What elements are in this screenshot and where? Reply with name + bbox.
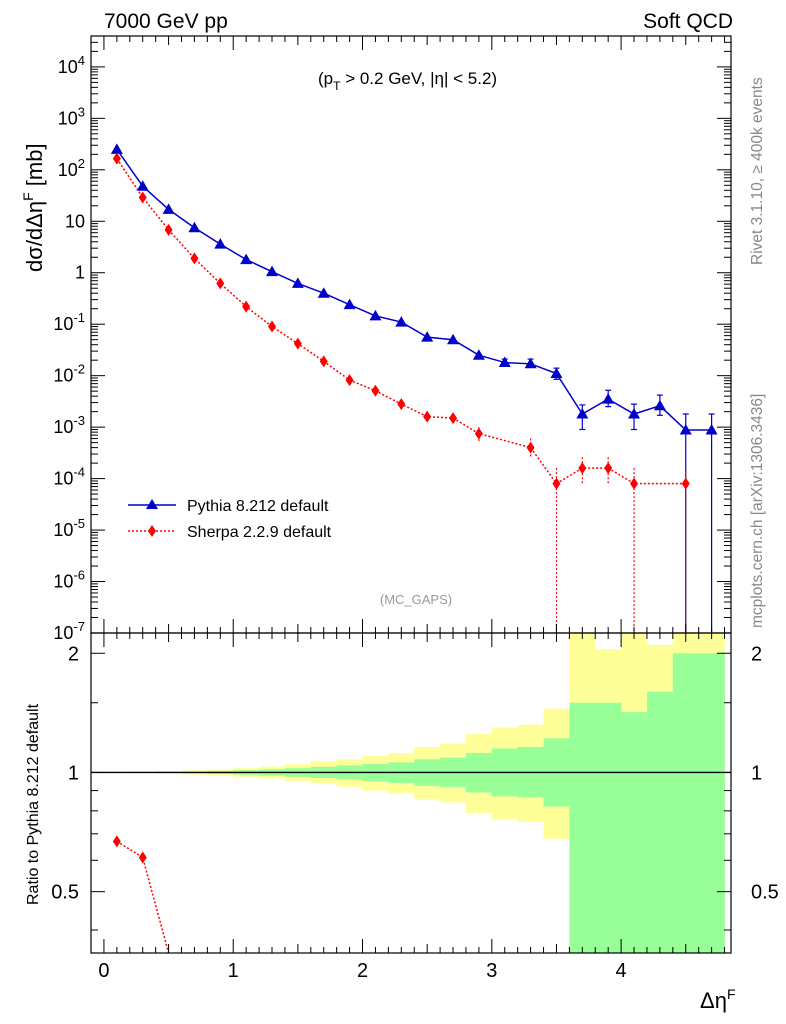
sherpa-point	[242, 300, 251, 313]
sherpa-point	[474, 427, 483, 440]
green-band-bin	[646, 691, 674, 953]
sherpa-point	[526, 441, 535, 454]
legend-pythia-marker	[146, 499, 158, 509]
ratio-y-tick-label-left: 2	[68, 643, 79, 665]
main-y-tick-label: 103	[58, 104, 85, 128]
main-y-tick-label: 10	[65, 211, 85, 231]
sherpa-point	[423, 410, 432, 423]
pythia-point	[317, 287, 330, 298]
ratio-y-tick-label-right: 2	[751, 643, 762, 665]
pythia-point	[524, 357, 537, 369]
main-y-tick-label: 10-6	[53, 568, 85, 592]
pythia-point	[136, 180, 149, 191]
sherpa-point	[138, 191, 147, 204]
ratio-plot	[91, 633, 731, 954]
main-y-axis-label: dσ/dΔηF [mb]	[20, 143, 47, 272]
sherpa-point	[552, 477, 561, 490]
x-tick-label: 2	[357, 960, 368, 982]
pythia-point	[162, 203, 175, 214]
sherpa-point	[216, 277, 225, 290]
sherpa-point	[630, 477, 639, 490]
main-y-tick-label: 10-5	[53, 516, 85, 540]
main-y-tick-label: 10-7	[53, 619, 85, 643]
green-band-bin	[569, 702, 596, 953]
sherpa-point	[190, 252, 199, 265]
main-y-tick-label: 10-3	[53, 413, 85, 437]
pythia-point	[214, 238, 227, 249]
sherpa-point	[112, 152, 121, 165]
sherpa-point	[371, 384, 380, 397]
pythia-point	[447, 333, 460, 345]
x-tick-label: 4	[616, 960, 627, 982]
x-tick-label: 1	[228, 960, 239, 982]
rivet-label: Rivet 3.1.10, ≥ 400k events	[749, 77, 766, 265]
energy-label: 7000 GeV pp	[104, 10, 228, 33]
pythia-point	[628, 408, 641, 419]
sherpa-point	[293, 337, 302, 350]
main-y-tick-label: 10-1	[53, 310, 85, 334]
sherpa-point	[681, 477, 690, 490]
main-y-tick-label: 10-2	[53, 362, 85, 386]
x-axis-label: ΔηF	[700, 986, 736, 1013]
process-label: Soft QCD	[643, 10, 733, 33]
ratio-sherpa-line	[116, 840, 170, 954]
sherpa-point	[164, 223, 173, 236]
mcplots-label: mcplots.cern.ch [arXiv:1306.3436]	[749, 394, 766, 628]
pythia-point	[679, 423, 692, 435]
x-tick-label: 0	[98, 960, 109, 982]
pythia-point	[576, 408, 589, 419]
pythia-point	[550, 367, 563, 379]
pythia-point	[653, 399, 666, 411]
legend-sherpa-label: Sherpa 2.2.9 default	[187, 524, 332, 541]
pythia-point	[602, 393, 615, 404]
sherpa-point	[397, 398, 406, 411]
sherpa-point	[268, 320, 277, 333]
ratio-y-tick-label-left: 1	[68, 762, 79, 784]
sherpa-point	[319, 355, 328, 368]
ratio-y-tick-label-left: 0.5	[51, 882, 79, 904]
green-band-bin	[595, 702, 622, 953]
ratio-sherpa-point	[138, 851, 147, 864]
pythia-point	[395, 316, 408, 327]
legend-pythia-label: Pythia 8.212 default	[187, 498, 329, 515]
main-y-tick-label: 102	[58, 156, 85, 180]
green-band-bin	[621, 712, 648, 953]
pythia-point	[369, 309, 382, 321]
sherpa-point	[345, 374, 354, 387]
pythia-point	[266, 265, 279, 277]
pythia-series-line	[116, 148, 712, 431]
pythia-point	[110, 143, 123, 154]
ratio-frame	[90, 632, 732, 954]
pythia-point	[421, 331, 434, 342]
ratio-y-tick-label-right: 1	[751, 762, 762, 784]
pythia-point	[472, 349, 485, 360]
x-tick-label: 3	[486, 960, 497, 982]
pythia-point	[498, 356, 511, 368]
green-band-bin	[698, 653, 725, 953]
pythia-point	[240, 253, 253, 265]
legend: Pythia 8.212 default Sherpa 2.2.9 defaul…	[128, 498, 332, 541]
cut-annotation: (pT > 0.2 GeV, |η| < 5.2)	[318, 69, 497, 93]
main-y-tick-label: 10-4	[53, 465, 85, 489]
ratio-y-tick-label-right: 0.5	[751, 882, 779, 904]
main-y-tick-label: 104	[58, 53, 85, 77]
ratio-sherpa-point	[112, 835, 121, 848]
sherpa-point	[449, 412, 458, 425]
watermark: (MC_GAPS)	[380, 592, 452, 607]
axes: 10410310210110-110-210-310-410-510-610-7…	[51, 35, 779, 982]
main-y-tick-label: 1	[75, 263, 85, 283]
pythia-point	[705, 423, 718, 435]
ratio-y-axis-label: Ratio to Pythia 8.212 default	[25, 703, 42, 905]
sherpa-point	[604, 462, 613, 475]
pythia-point	[343, 298, 356, 310]
green-band-bin	[672, 653, 700, 953]
main-plot	[110, 143, 718, 633]
pythia-point	[291, 277, 304, 288]
legend-sherpa-marker	[148, 525, 156, 537]
sherpa-point	[578, 462, 587, 475]
main-frame	[90, 35, 732, 634]
pythia-point	[188, 221, 201, 233]
